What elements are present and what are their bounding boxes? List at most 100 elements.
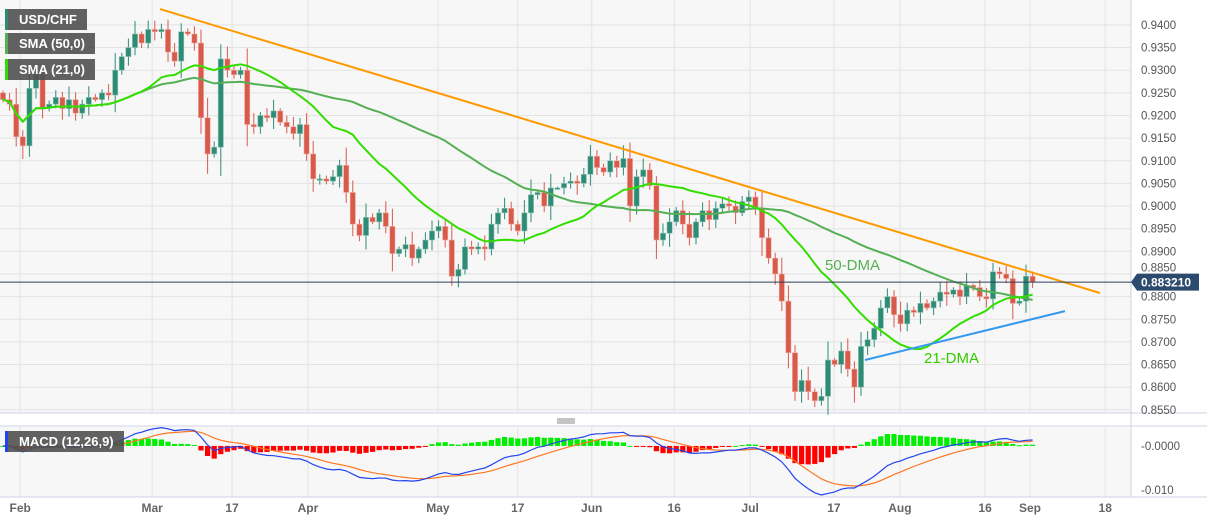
candle bbox=[422, 232, 429, 254]
candle bbox=[79, 99, 86, 119]
candle-body bbox=[983, 296, 990, 300]
macd-histogram-bar bbox=[924, 436, 930, 446]
candle bbox=[442, 218, 449, 248]
macd-histogram-bar bbox=[462, 443, 468, 446]
y-tick-label: 0.8550 bbox=[1141, 405, 1176, 417]
candle bbox=[257, 112, 264, 134]
candle bbox=[283, 115, 290, 134]
macd-histogram-bar bbox=[660, 445, 666, 454]
candle bbox=[640, 158, 647, 188]
macd-histogram-bar bbox=[766, 445, 772, 450]
macd-histogram-bar bbox=[396, 445, 402, 450]
candle bbox=[455, 263, 462, 288]
sma21-line bbox=[2, 63, 1033, 351]
candle-body bbox=[455, 269, 462, 277]
macd-histogram-bar bbox=[587, 439, 593, 446]
candle bbox=[897, 301, 904, 332]
macd-line bbox=[2, 426, 1033, 496]
macd-histogram-bar bbox=[535, 436, 541, 446]
candle bbox=[580, 168, 587, 188]
candle bbox=[396, 246, 402, 257]
candle-body bbox=[699, 210, 706, 223]
macd-histogram-bar bbox=[818, 445, 824, 463]
candle bbox=[244, 48, 251, 147]
macd-histogram-bar bbox=[257, 445, 263, 453]
macd-histogram-bar bbox=[317, 445, 323, 454]
candle bbox=[369, 213, 376, 225]
macd-histogram-bar bbox=[495, 438, 501, 446]
legend-symbol[interactable]: USD/CHF bbox=[5, 9, 87, 30]
y-tick-label: 0.8750 bbox=[1141, 314, 1176, 326]
macd-histogram-bar bbox=[211, 445, 217, 459]
candle-body bbox=[917, 303, 924, 313]
candle bbox=[52, 90, 59, 109]
macd-histogram-bar bbox=[350, 445, 356, 453]
macd-histogram-bar bbox=[653, 445, 659, 452]
candle-body bbox=[184, 31, 191, 35]
candle bbox=[838, 342, 845, 374]
candle bbox=[772, 252, 779, 285]
legend-macd[interactable]: MACD (12,26,9) bbox=[5, 431, 124, 452]
candle-body bbox=[244, 69, 251, 125]
current-price-label: 0.883210 bbox=[1141, 276, 1191, 290]
candle bbox=[567, 172, 574, 189]
candle-body bbox=[607, 160, 614, 173]
candle bbox=[105, 84, 112, 101]
macd-histogram-bar bbox=[528, 437, 534, 446]
macd-histogram-bar bbox=[323, 445, 329, 454]
macd-histogram-bar bbox=[185, 444, 191, 446]
candle bbox=[316, 174, 323, 185]
x-tick-label: Feb bbox=[9, 501, 30, 515]
candle-body bbox=[323, 178, 330, 182]
macd-histogram-bar bbox=[693, 445, 699, 452]
y-tick-label: 0.8900 bbox=[1141, 246, 1176, 258]
candle-body bbox=[356, 223, 363, 236]
macd-histogram-bar bbox=[917, 435, 923, 446]
macd-histogram-bar bbox=[832, 445, 838, 455]
macd-histogram-bar bbox=[376, 445, 382, 451]
legend-sma21[interactable]: SMA (21,0) bbox=[5, 59, 95, 80]
candle-body bbox=[600, 167, 607, 173]
candle-body bbox=[877, 307, 884, 329]
candle bbox=[561, 176, 567, 195]
candle-body bbox=[514, 223, 521, 232]
candle-body bbox=[396, 248, 402, 254]
candle-body bbox=[924, 303, 930, 309]
candle bbox=[990, 262, 996, 310]
candle bbox=[574, 175, 581, 195]
candle bbox=[264, 108, 270, 123]
candle bbox=[297, 117, 303, 147]
macd-histogram-bar bbox=[680, 445, 686, 453]
candle bbox=[475, 242, 482, 255]
macd-histogram-bar bbox=[482, 441, 488, 446]
candle-body bbox=[224, 58, 231, 71]
candle-body bbox=[990, 271, 996, 300]
macd-histogram-bar bbox=[838, 445, 844, 451]
candle-body bbox=[171, 51, 178, 62]
panel-resize-handle-icon[interactable] bbox=[557, 418, 575, 424]
candle bbox=[825, 341, 831, 415]
candle bbox=[330, 170, 336, 186]
candle-body bbox=[825, 359, 831, 397]
y-tick-label: 0.8650 bbox=[1141, 360, 1176, 372]
candle bbox=[554, 186, 561, 190]
macd-histogram-bar bbox=[218, 445, 224, 455]
candle-body bbox=[178, 31, 185, 62]
candle bbox=[224, 46, 231, 78]
macd-histogram-bar bbox=[244, 445, 250, 452]
macd-histogram-bar bbox=[548, 437, 554, 446]
grid bbox=[0, 0, 1131, 497]
candle-body bbox=[732, 205, 739, 214]
candle bbox=[910, 306, 917, 317]
candle-body bbox=[726, 203, 732, 207]
candle-body bbox=[237, 69, 244, 76]
candle-body bbox=[897, 314, 904, 325]
macd-histogram-bar bbox=[502, 437, 508, 446]
candle-body bbox=[871, 328, 878, 340]
candle-body bbox=[283, 121, 290, 128]
candle-body bbox=[422, 239, 429, 250]
legend-sma50[interactable]: SMA (50,0) bbox=[5, 33, 95, 54]
macd-histogram-bar bbox=[231, 445, 237, 451]
candle-body bbox=[429, 230, 435, 241]
